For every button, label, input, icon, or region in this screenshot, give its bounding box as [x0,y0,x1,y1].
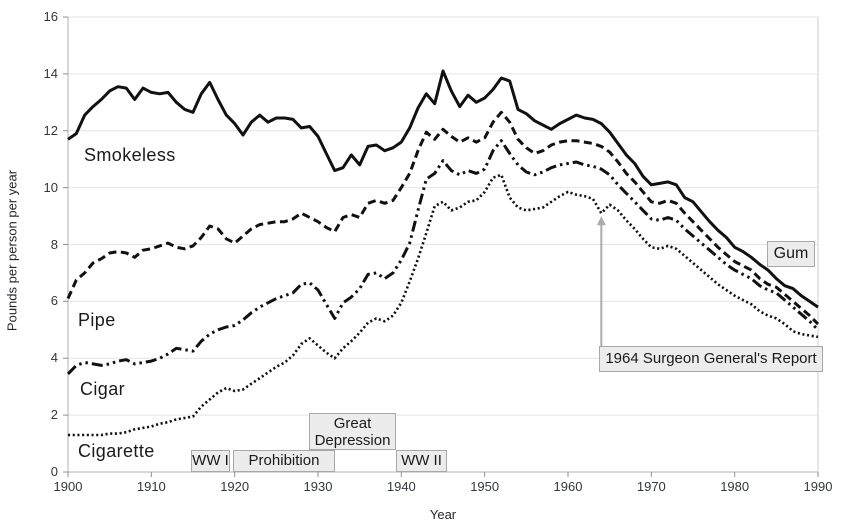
annotation-box-surgeon-general-report: 1964 Surgeon General's Report [599,346,823,372]
series-label-pipe: Pipe [78,310,116,330]
annotation-box-ww1: WW I [191,450,230,472]
series-label-smokeless: Smokeless [84,145,176,165]
y-tick-label-2: 2 [50,407,58,423]
y-tick-label-6: 6 [50,293,58,309]
annotation-box-gum: Gum [767,241,815,267]
y-tick-label-14: 14 [43,65,58,81]
annotation-box-ww2: WW II [396,450,447,472]
series-label-cigarette: Cigarette [78,441,155,461]
annotation-box-great-depression: Great Depression [309,413,396,450]
y-tick-label-10: 10 [43,179,58,195]
series-line-cigar [66,139,820,375]
report-arrow-head [596,216,606,226]
x-axis-title: Year [429,507,457,522]
x-tick-label-1940: 1940 [386,479,416,494]
annotation-box-prohibition: Prohibition [233,450,335,472]
y-tick-label-16: 16 [43,9,58,24]
series-label-cigar: Cigar [80,379,126,399]
y-tick-label-8: 8 [50,236,58,252]
x-tick-label-1990: 1990 [803,479,833,494]
x-tick-label-1930: 1930 [303,479,333,494]
x-tick-label-1920: 1920 [220,479,250,494]
x-tick-label-1960: 1960 [553,479,583,494]
x-tick-label-1970: 1970 [636,479,666,494]
x-tick-label-1980: 1980 [720,479,750,494]
x-tick-label-1910: 1910 [136,479,166,494]
x-tick-label-1900: 1900 [53,479,83,494]
series-line-smokeless [67,69,819,309]
y-tick-label-0: 0 [50,464,58,479]
series-line-cigarette [68,173,819,437]
y-tick-label-12: 12 [43,122,58,138]
y-tick-label-4: 4 [50,350,58,366]
x-tick-label-1950: 1950 [470,479,500,494]
series-line-pipe [66,110,820,326]
y-axis-title: Pounds per person per year [4,169,20,332]
